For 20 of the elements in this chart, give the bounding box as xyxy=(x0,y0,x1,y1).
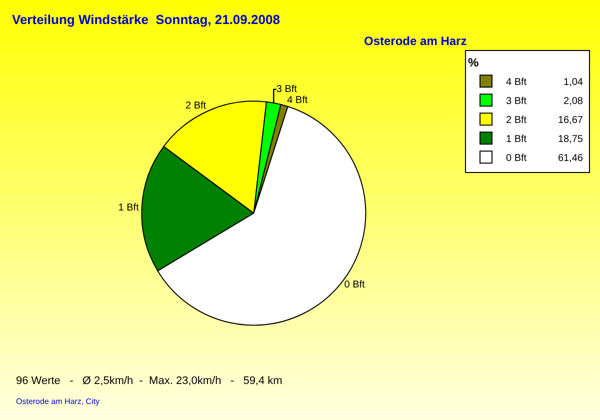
slice-label: 2 Bft xyxy=(186,100,206,112)
chart-subtitle: Osterode am Harz xyxy=(364,34,467,48)
slice-label: 0 Bft xyxy=(344,279,366,290)
text: 96 Werte - Ø 2,5km/h - Max. 23,0km/h - 59,4 km xyxy=(16,375,282,387)
legend-label: 0 Bft xyxy=(506,153,527,164)
data-label: 16,67 xyxy=(558,115,584,126)
legend-label: 3 Bft xyxy=(506,96,527,107)
legend-label: 1 Bft xyxy=(506,134,527,145)
slice-label: 4 Bft xyxy=(287,94,308,106)
slice-label: 1 Bft xyxy=(118,202,140,214)
legend-title: % xyxy=(468,56,479,70)
data-label: 1,04 xyxy=(564,77,584,88)
legend-label: 4 Bft xyxy=(506,77,527,88)
legend-label: 2 Bft xyxy=(506,115,527,126)
data-label: 2,08 xyxy=(564,96,584,107)
slice-label: 3 Bft xyxy=(276,84,298,95)
text: Osterode am Harz, City xyxy=(16,397,100,406)
chart-title: Verteilung Windstärke Sonntag, 21.09.2008 xyxy=(12,12,280,27)
data-label: 61,46 xyxy=(558,153,584,164)
data-label: 18,75 xyxy=(558,134,584,145)
